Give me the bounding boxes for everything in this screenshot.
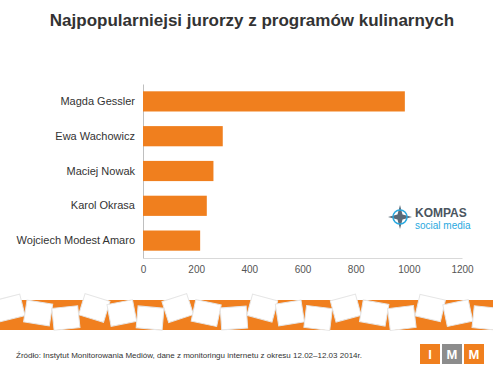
decor-paper <box>52 306 80 331</box>
x-axis: 0 200 400 600 800 1000 1200 <box>141 258 474 275</box>
bar <box>143 91 405 111</box>
decor-paper <box>275 300 304 326</box>
x-tick-label: 600 <box>295 264 312 275</box>
imm-box <box>420 344 440 364</box>
x-tick: 600 <box>295 258 312 275</box>
decor-paper <box>79 294 110 323</box>
decor-paper <box>443 300 473 327</box>
chart-container: Najpopularniejsi jurorzy z programów kul… <box>0 0 493 370</box>
decor-paper <box>136 306 164 330</box>
imm-letter: I <box>428 347 432 362</box>
decor-paper <box>359 300 388 326</box>
decor-paper <box>191 300 221 327</box>
decor-paper <box>24 300 53 326</box>
imm-letter: M <box>469 347 480 362</box>
x-tick: 1000 <box>398 258 421 275</box>
decor-paper <box>107 300 137 327</box>
logo-icon-ring <box>393 210 407 224</box>
logo-subtext: social media <box>415 220 471 231</box>
bar <box>143 196 207 216</box>
x-axis-line <box>144 258 463 259</box>
y-tick-label: Wojciech Modest Amaro <box>17 234 135 246</box>
imm-letter: M <box>447 347 458 362</box>
y-tick-label: Magda Gessler <box>60 95 135 107</box>
decor-paper <box>0 294 25 322</box>
logo-text: KOMPAS <box>415 206 467 220</box>
imm-logo: IMM <box>420 344 484 364</box>
bars <box>143 91 405 250</box>
y-tick: Karol Okrasa <box>71 199 143 211</box>
logo-icon <box>388 205 412 229</box>
bar <box>143 161 213 181</box>
x-tick-label: 400 <box>241 264 258 275</box>
decor-paper <box>304 306 332 331</box>
x-tick: 800 <box>348 258 365 275</box>
x-tick: 1200 <box>451 258 474 275</box>
y-tick-label: Karol Okrasa <box>71 199 136 211</box>
bar <box>143 126 223 146</box>
x-tick: 0 <box>141 258 147 275</box>
chart-title: Najpopularniejsi jurorzy z programów kul… <box>50 11 454 30</box>
decor-paper <box>330 294 361 322</box>
x-tick-label: 1200 <box>451 264 474 275</box>
y-tick: Magda Gessler <box>60 95 143 107</box>
x-tick-label: 200 <box>188 264 205 275</box>
decor-paper <box>472 306 493 331</box>
decor-paper <box>388 306 416 331</box>
background <box>0 0 493 370</box>
decoration <box>0 294 493 331</box>
bar <box>143 231 200 251</box>
kompas-logo: KOMPASsocial media <box>388 205 471 231</box>
y-tick: Maciej Nowak <box>67 165 143 177</box>
plot: 0 200 400 600 800 1000 1200 Magda Gessler Ewa Wa… <box>17 85 474 276</box>
x-tick: 200 <box>188 258 205 275</box>
y-tick-label: Maciej Nowak <box>67 165 136 177</box>
decor-paper <box>162 294 194 323</box>
decor-paper <box>415 294 445 321</box>
decor-paper <box>247 294 278 322</box>
y-axis: Magda Gessler Ewa Wachowicz Maciej Nowak Ka… <box>17 85 144 259</box>
y-tick: Ewa Wachowicz <box>55 130 143 142</box>
decor-paper <box>220 306 247 330</box>
imm-box <box>464 344 484 364</box>
y-tick: Wojciech Modest Amaro <box>17 234 143 246</box>
x-tick-label: 0 <box>141 264 147 275</box>
x-tick-label: 1000 <box>398 264 421 275</box>
x-tick: 400 <box>241 258 258 275</box>
x-tick-label: 800 <box>348 264 365 275</box>
y-tick-label: Ewa Wachowicz <box>55 130 135 142</box>
chart-svg: Najpopularniejsi jurorzy z programów kul… <box>0 0 493 370</box>
imm-box <box>442 344 462 364</box>
source: Źródło: Instytut Monitorowania Mediów, d… <box>16 351 362 360</box>
